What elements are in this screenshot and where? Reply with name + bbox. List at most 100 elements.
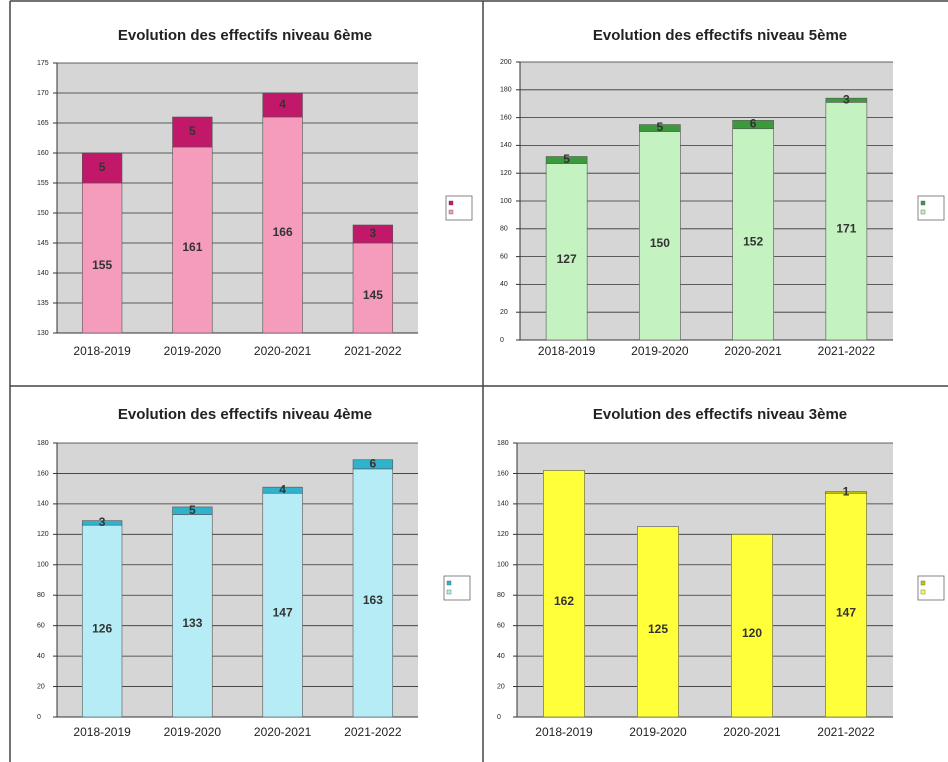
- x-tick-label: 2018-2019: [535, 725, 593, 739]
- bar-segment: [825, 491, 867, 494]
- value-label: 166: [273, 225, 293, 239]
- x-tick-label: 2019-2020: [631, 344, 689, 358]
- chart-title: Evolution des effectifs niveau 5ème: [593, 27, 847, 44]
- y-tick-label: 175: [37, 60, 49, 67]
- bar-segment: [545, 156, 588, 164]
- legend-swatch: [448, 200, 454, 206]
- value-label: 5: [563, 152, 570, 166]
- value-label: 171: [836, 221, 856, 235]
- x-tick-label: 2020-2021: [723, 725, 781, 739]
- bar-segment: [81, 152, 123, 184]
- y-tick-label: 140: [37, 501, 49, 508]
- value-label: 6: [750, 117, 757, 131]
- y-tick-label: 40: [497, 653, 505, 660]
- y-tick-label: 180: [497, 440, 509, 447]
- y-tick-label: 200: [500, 59, 512, 66]
- bar-segment: [543, 470, 585, 718]
- x-tick-label: 2020-2021: [254, 344, 312, 358]
- bar-segment: [352, 459, 394, 470]
- legend-box: [443, 575, 471, 601]
- bar-segment: [732, 128, 774, 341]
- value-label: 4: [279, 97, 286, 111]
- value-label: 162: [554, 594, 574, 608]
- bar-segment: [81, 520, 123, 526]
- bar-segment: [262, 116, 303, 334]
- bar-segment: [352, 468, 394, 718]
- x-tick-label: 2018-2019: [538, 344, 596, 358]
- y-tick-label: 130: [37, 330, 49, 337]
- y-tick-label: 20: [37, 683, 45, 690]
- y-tick-label: 100: [500, 198, 512, 205]
- y-tick-label: 100: [37, 562, 49, 569]
- value-label: 3: [99, 515, 106, 529]
- y-tick-label: 160: [497, 470, 509, 477]
- y-tick-label: 120: [497, 531, 509, 538]
- y-tick-label: 180: [500, 87, 512, 94]
- value-label: 150: [650, 236, 670, 250]
- x-tick-label: 2020-2021: [254, 725, 312, 739]
- y-tick-label: 100: [497, 562, 509, 569]
- legend-swatch: [446, 580, 452, 586]
- y-tick-label: 140: [37, 270, 49, 277]
- value-label: 5: [99, 160, 106, 174]
- value-label: 145: [363, 288, 383, 302]
- value-label: 127: [557, 252, 577, 266]
- value-label: 5: [189, 503, 196, 517]
- legend-box: [917, 195, 945, 221]
- y-tick-label: 0: [37, 714, 41, 721]
- value-label: 5: [189, 124, 196, 138]
- value-label: 126: [92, 621, 112, 635]
- y-tick-label: 60: [500, 253, 508, 260]
- y-tick-label: 160: [500, 114, 512, 121]
- value-label: 147: [273, 605, 293, 619]
- x-tick-label: 2018-2019: [73, 344, 131, 358]
- value-label: 155: [92, 258, 112, 272]
- y-tick-label: 160: [37, 150, 49, 157]
- value-label: 163: [363, 593, 383, 607]
- y-tick-label: 150: [37, 210, 49, 217]
- bar-segment: [352, 242, 394, 334]
- y-tick-label: 60: [497, 623, 505, 630]
- x-tick-label: 2021-2022: [817, 725, 875, 739]
- y-tick-label: 180: [37, 440, 49, 447]
- y-tick-label: 135: [37, 300, 49, 307]
- y-tick-label: 0: [500, 337, 504, 344]
- y-tick-label: 80: [500, 226, 508, 233]
- chart-title: Evolution des effectifs niveau 6ème: [118, 27, 372, 44]
- bar-segment: [732, 120, 774, 130]
- x-tick-label: 2018-2019: [73, 725, 131, 739]
- chart-title: Evolution des effectifs niveau 4ème: [118, 406, 372, 423]
- value-label: 4: [279, 482, 286, 496]
- x-tick-label: 2019-2020: [164, 725, 222, 739]
- y-tick-label: 160: [37, 470, 49, 477]
- y-tick-label: 40: [37, 653, 45, 660]
- bar-segment: [639, 131, 681, 341]
- value-label: 3: [843, 92, 850, 106]
- y-tick-label: 20: [497, 683, 505, 690]
- chart-title: Evolution des effectifs niveau 3ème: [593, 406, 847, 423]
- legend-swatch: [446, 589, 452, 595]
- bar-segment: [172, 506, 213, 515]
- value-label: 133: [182, 616, 202, 630]
- y-tick-label: 20: [500, 309, 508, 316]
- value-label: 3: [370, 226, 377, 240]
- bar-segment: [545, 163, 588, 341]
- y-tick-label: 60: [37, 623, 45, 630]
- bar-segment: [262, 486, 303, 494]
- value-label: 152: [743, 235, 763, 249]
- value-label: 161: [182, 240, 202, 254]
- x-tick-label: 2019-2020: [629, 725, 687, 739]
- legend-swatch: [920, 589, 926, 595]
- value-label: 1: [843, 485, 850, 499]
- legend-swatch: [920, 580, 926, 586]
- legend-swatch: [920, 200, 926, 206]
- bar-segment: [825, 97, 868, 103]
- bar-segment: [172, 146, 213, 334]
- bar-segment: [637, 526, 679, 718]
- y-tick-label: 120: [37, 531, 49, 538]
- bar-segment: [731, 534, 773, 718]
- y-tick-label: 165: [37, 120, 49, 127]
- y-tick-label: 40: [500, 281, 508, 288]
